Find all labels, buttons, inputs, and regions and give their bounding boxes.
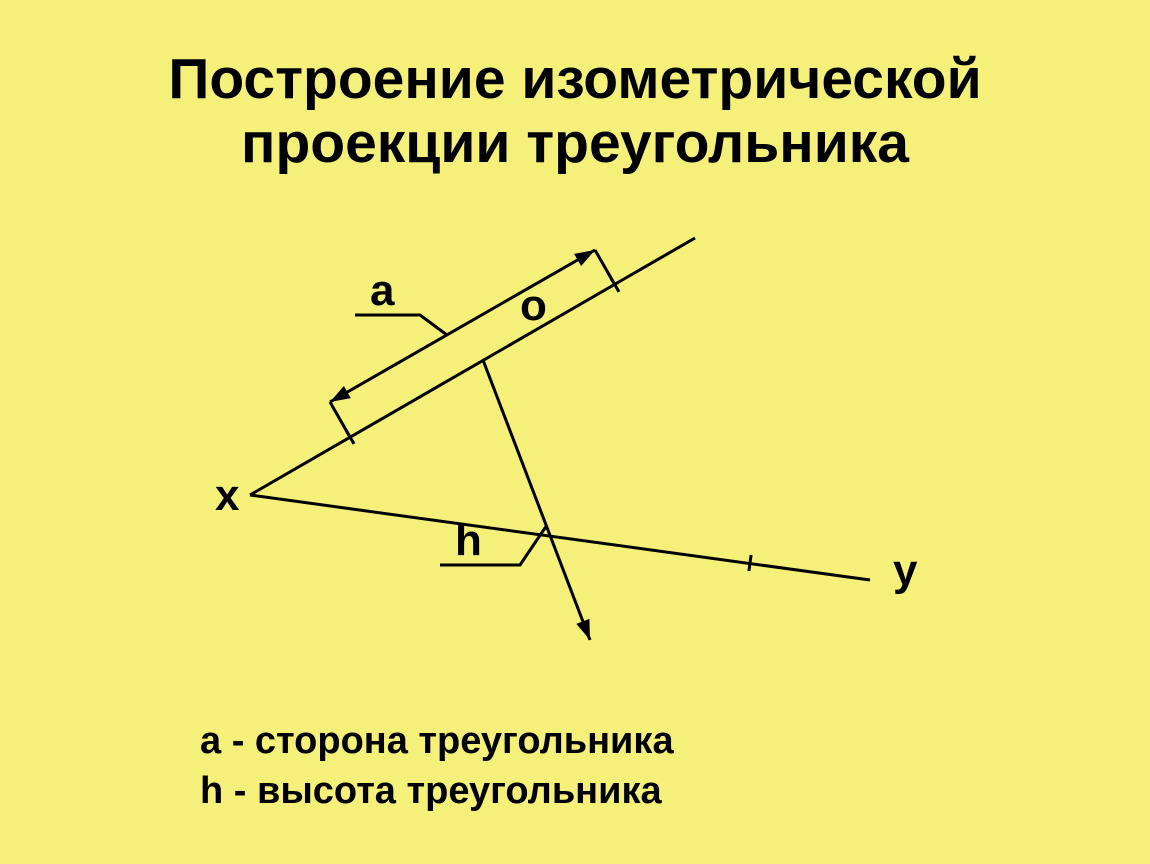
label-o: о xyxy=(520,281,547,330)
label-a: а xyxy=(370,266,395,315)
label-h: h xyxy=(455,516,482,565)
legend-line-2: h - высота треугольника xyxy=(200,770,662,813)
axis-label-x: x xyxy=(215,471,240,520)
axis-label-y: y xyxy=(893,546,918,595)
legend-line-1: а - сторона треугольника xyxy=(200,720,674,763)
slide: Построение изометрической проекции треуг… xyxy=(0,0,1150,864)
